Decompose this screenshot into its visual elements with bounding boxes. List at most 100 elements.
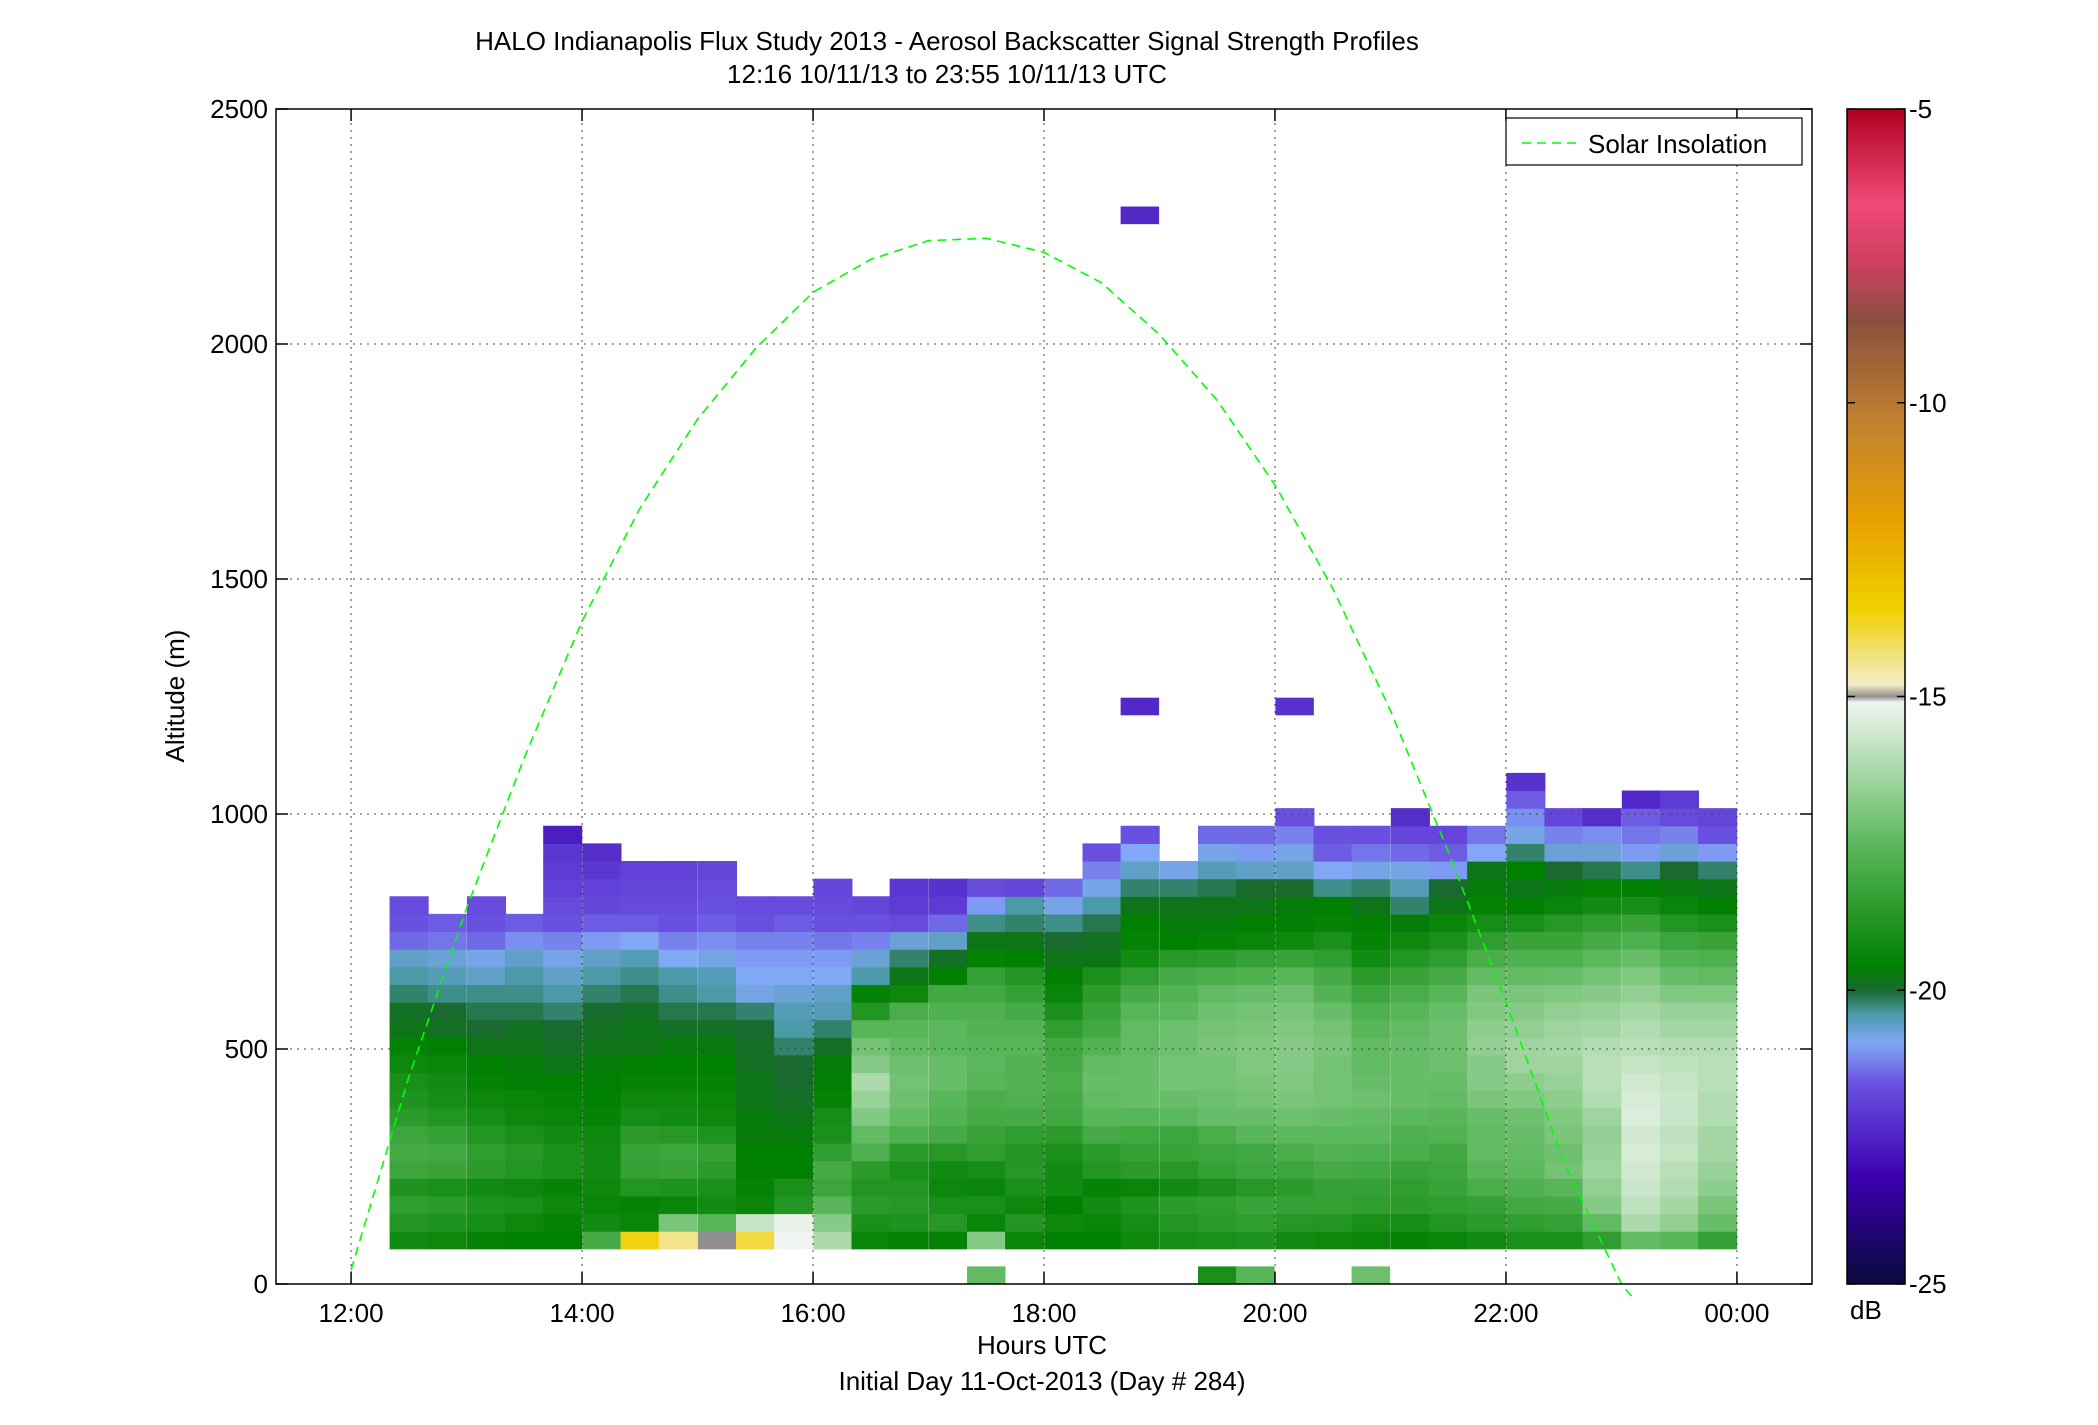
heatmap-cell bbox=[1659, 790, 1700, 809]
heatmap-cell bbox=[774, 1002, 814, 1021]
heatmap-cell bbox=[1120, 931, 1160, 950]
heatmap-cell bbox=[505, 1195, 545, 1215]
heatmap-cell bbox=[1044, 896, 1084, 915]
heatmap-cell bbox=[1698, 843, 1738, 862]
heatmap-cell bbox=[505, 1037, 545, 1056]
heatmap-cell bbox=[1197, 931, 1238, 950]
heatmap-cell bbox=[1351, 984, 1391, 1003]
heatmap-cell bbox=[1467, 1054, 1507, 1074]
heatmap-cell bbox=[1082, 966, 1122, 985]
heatmap-cell bbox=[1082, 1002, 1122, 1021]
heatmap-cell bbox=[813, 878, 853, 897]
heatmap-cell bbox=[1313, 1178, 1353, 1197]
heatmap-cell bbox=[889, 1195, 929, 1215]
heatmap-cell bbox=[582, 913, 622, 933]
heatmap-cell bbox=[1659, 843, 1700, 862]
heatmap-cell bbox=[389, 931, 429, 950]
heatmap-cell bbox=[851, 1160, 891, 1179]
heatmap-cell bbox=[1082, 1054, 1122, 1074]
heatmap-cell bbox=[658, 1178, 698, 1197]
heatmap-cell bbox=[1197, 1143, 1238, 1162]
colorbar-unit-label: dB bbox=[1850, 1295, 1882, 1325]
heatmap-cell bbox=[1159, 984, 1199, 1003]
heatmap-cell bbox=[928, 1195, 968, 1215]
heatmap-cell bbox=[1159, 896, 1199, 915]
heatmap-cell bbox=[543, 1195, 583, 1215]
heatmap-cell bbox=[658, 896, 698, 915]
heatmap-cell bbox=[851, 1037, 891, 1056]
heatmap-cell bbox=[1197, 1090, 1238, 1109]
heatmap-cell bbox=[1544, 861, 1584, 880]
heatmap-cell bbox=[851, 1090, 891, 1109]
heatmap-cell bbox=[1275, 825, 1315, 844]
heatmap-cells bbox=[389, 206, 1738, 1285]
heatmap-cell bbox=[1467, 1213, 1507, 1232]
heatmap-cell bbox=[1698, 984, 1738, 1003]
heatmap-cell bbox=[774, 1195, 814, 1215]
heatmap-cell bbox=[1313, 1160, 1353, 1179]
heatmap-cell bbox=[851, 1213, 891, 1232]
heatmap-cell bbox=[1120, 1090, 1160, 1109]
heatmap-cell bbox=[1467, 1019, 1507, 1038]
heatmap-cell bbox=[1351, 878, 1391, 897]
heatmap-cell bbox=[1005, 1213, 1045, 1232]
heatmap-cell bbox=[389, 913, 429, 933]
heatmap-cell bbox=[1005, 931, 1045, 950]
heatmap-cell bbox=[774, 913, 814, 933]
heatmap-cell bbox=[1390, 1002, 1430, 1021]
heatmap-cell bbox=[1120, 1019, 1160, 1038]
heatmap-cell bbox=[389, 1019, 429, 1038]
heatmap-cell bbox=[582, 966, 622, 985]
heatmap-cell bbox=[1159, 1002, 1199, 1021]
heatmap-cell bbox=[851, 1019, 891, 1038]
heatmap-cell bbox=[543, 843, 583, 862]
heatmap-cell bbox=[1659, 1090, 1700, 1109]
y-tick-label: 1000 bbox=[210, 799, 268, 829]
heatmap-cell bbox=[697, 1107, 738, 1126]
heatmap-cell bbox=[505, 1160, 545, 1179]
heatmap-cell bbox=[1659, 913, 1700, 933]
heatmap-cell bbox=[1082, 1107, 1122, 1126]
colorbar-gradient bbox=[1846, 108, 1906, 1285]
heatmap-cell bbox=[1120, 1125, 1160, 1144]
heatmap-cell bbox=[1236, 1072, 1276, 1091]
heatmap-cell bbox=[1428, 1195, 1469, 1215]
heatmap-cell bbox=[1044, 966, 1084, 985]
heatmap-cell bbox=[813, 949, 853, 968]
heatmap-cell bbox=[1467, 1072, 1507, 1091]
heatmap-cell bbox=[1236, 1143, 1276, 1162]
heatmap-cell bbox=[1236, 843, 1276, 862]
heatmap-cell bbox=[1351, 843, 1391, 862]
heatmap-cell bbox=[851, 1002, 891, 1021]
heatmap-cell bbox=[582, 861, 622, 880]
heatmap-cell bbox=[1120, 1213, 1160, 1232]
heatmap-cell bbox=[1351, 931, 1391, 950]
heatmap-cell bbox=[1428, 1160, 1469, 1179]
heatmap-cell bbox=[1197, 861, 1238, 880]
heatmap-cell bbox=[1159, 1037, 1199, 1056]
heatmap-cell bbox=[1082, 984, 1122, 1003]
heatmap-cell bbox=[1582, 1231, 1622, 1250]
heatmap-cell bbox=[582, 1002, 622, 1021]
heatmap-cell bbox=[1159, 1107, 1199, 1126]
heatmap-cell bbox=[1120, 206, 1160, 225]
heatmap-cell bbox=[889, 1178, 929, 1197]
heatmap-cell bbox=[1506, 1125, 1546, 1144]
heatmap-cell bbox=[1467, 913, 1507, 933]
heatmap-cell bbox=[1621, 1072, 1661, 1091]
heatmap-cell bbox=[1005, 1107, 1045, 1126]
heatmap-cell bbox=[889, 1037, 929, 1056]
heatmap-cell bbox=[1390, 1143, 1430, 1162]
heatmap-cell bbox=[1236, 931, 1276, 950]
y-tick-label: 500 bbox=[225, 1034, 268, 1064]
heatmap-cell bbox=[1082, 1125, 1122, 1144]
heatmap-cell bbox=[1005, 1002, 1045, 1021]
heatmap-cell bbox=[1582, 1002, 1622, 1021]
heatmap-cell bbox=[1506, 843, 1546, 862]
heatmap-cell bbox=[889, 1107, 929, 1126]
heatmap-cell bbox=[505, 1002, 545, 1021]
heatmap-cell bbox=[620, 984, 660, 1003]
heatmap-cell bbox=[1159, 1072, 1199, 1091]
heatmap-cell bbox=[582, 1160, 622, 1179]
heatmap-cell bbox=[1467, 1178, 1507, 1197]
